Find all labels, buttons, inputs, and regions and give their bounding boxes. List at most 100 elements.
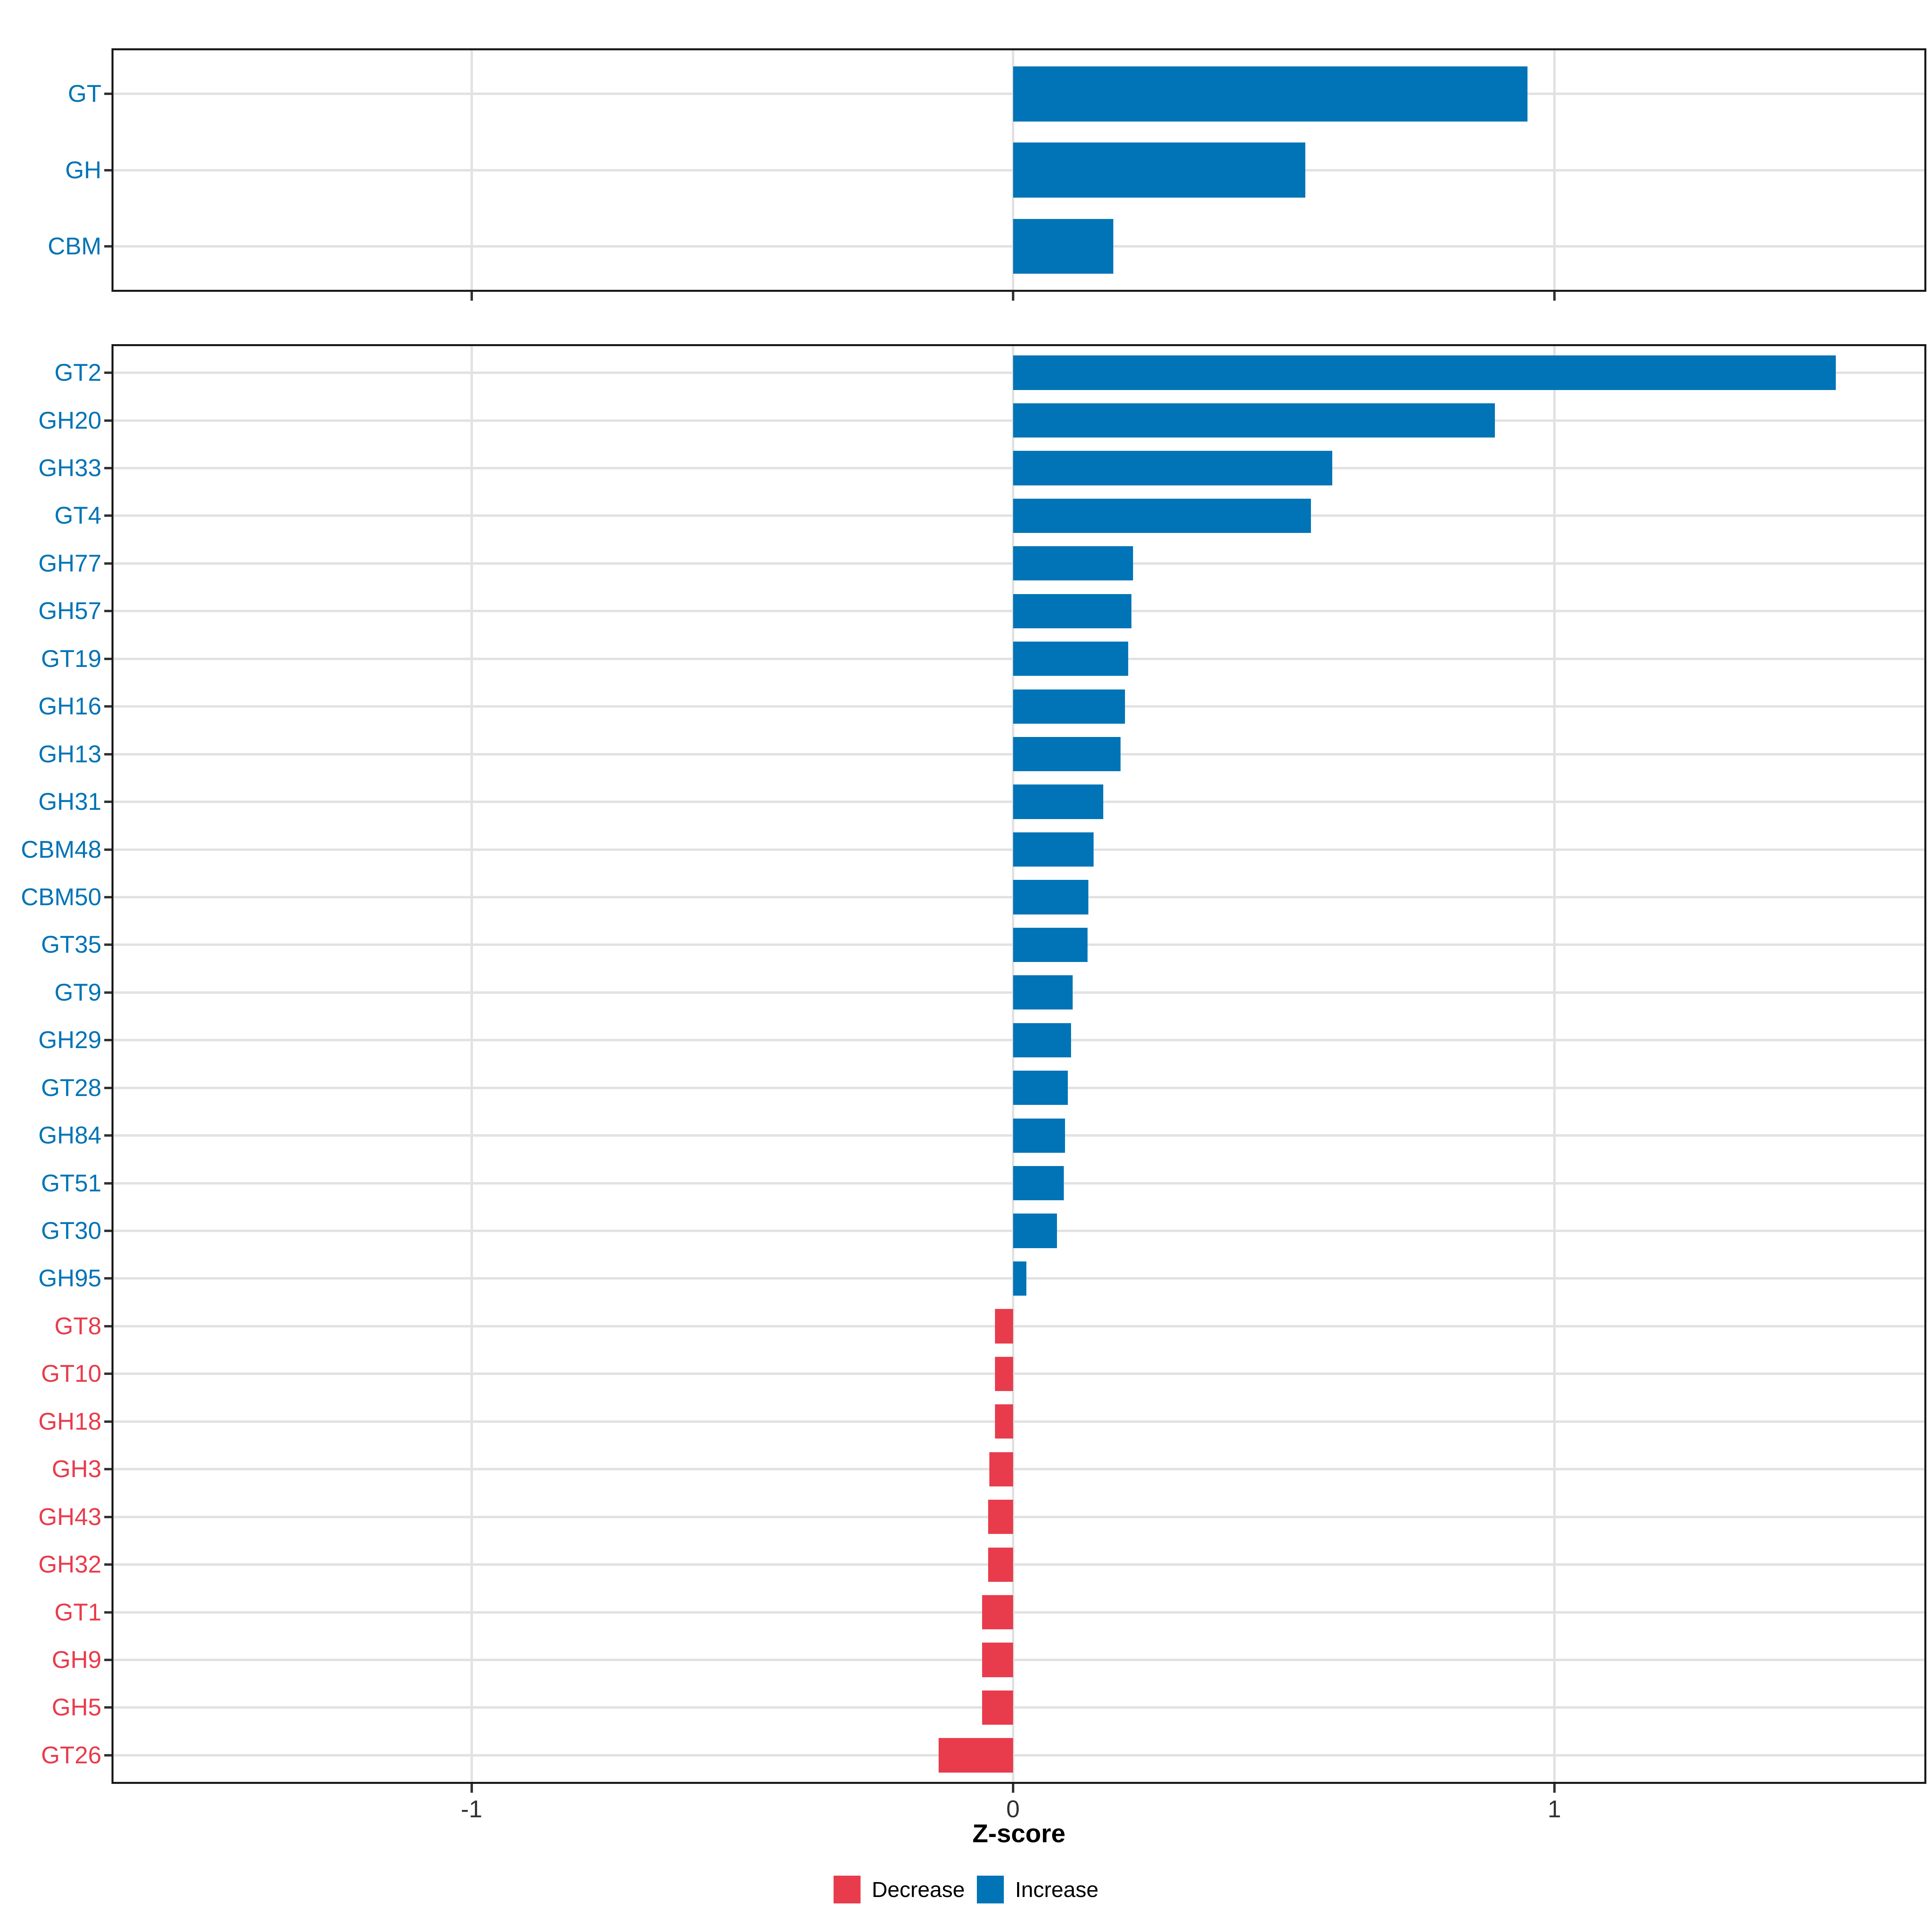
y-tick-label-GT26: GT26: [41, 1741, 101, 1769]
y-tick-mark: [104, 372, 111, 374]
bar-GH57: [1013, 594, 1132, 628]
y-tick-label-CBM48: CBM48: [21, 836, 101, 863]
y-tick-mark: [104, 1754, 111, 1757]
bar-CBM48: [1013, 832, 1094, 867]
y-tick-mark: [104, 1039, 111, 1042]
y-tick-label-GH77: GH77: [38, 549, 101, 577]
y-tick-mark: [104, 991, 111, 994]
x-tick-mark: [470, 292, 473, 301]
y-tick-label-CBM: CBM: [47, 232, 101, 260]
y-tick-label-GT10: GT10: [41, 1360, 101, 1387]
gridline-vertical: [1553, 346, 1556, 1782]
y-tick-label-GT2: GT2: [54, 359, 101, 386]
gridline-vertical: [1011, 346, 1014, 1782]
y-tick-label-GT8: GT8: [54, 1312, 101, 1340]
y-tick-mark: [104, 1134, 111, 1137]
legend-item-decrease: Decrease: [833, 1876, 965, 1903]
y-tick-label-GT: GT: [68, 80, 101, 107]
legend-key-increase-swatch: [976, 1876, 1004, 1903]
y-tick-mark: [104, 1706, 111, 1709]
bar-GT30: [1013, 1214, 1057, 1248]
gridline-vertical: [470, 346, 473, 1782]
y-tick-mark: [104, 1277, 111, 1280]
y-tick-label-GH16: GH16: [38, 693, 101, 720]
y-tick-mark: [104, 753, 111, 755]
bar-GH95: [1013, 1261, 1027, 1296]
top-panel: [111, 48, 1926, 292]
y-tick-label-GT28: GT28: [41, 1074, 101, 1101]
bar-GH29: [1013, 1023, 1071, 1057]
y-tick-mark: [104, 848, 111, 851]
x-tick-label: 0: [1006, 1796, 1020, 1823]
bar-GT8: [995, 1309, 1013, 1344]
bar-GH20: [1013, 403, 1495, 438]
legend: Decrease Increase: [0, 1876, 1932, 1903]
y-tick-mark: [104, 943, 111, 946]
y-tick-mark: [104, 1420, 111, 1423]
y-tick-mark: [104, 1611, 111, 1614]
y-tick-label-GH3: GH3: [52, 1455, 101, 1483]
bar-GT2: [1013, 355, 1836, 390]
bar-GH31: [1013, 784, 1104, 819]
bar-GT: [1013, 66, 1527, 122]
legend-label-increase: Increase: [1015, 1877, 1099, 1902]
bar-GH16: [1013, 689, 1125, 724]
y-tick-label-GH13: GH13: [38, 740, 101, 768]
y-tick-label-GH43: GH43: [38, 1503, 101, 1530]
y-tick-mark: [104, 245, 111, 248]
y-tick-label-GT9: GT9: [54, 978, 101, 1006]
bar-GH: [1013, 142, 1306, 198]
y-tick-label-GH9: GH9: [52, 1646, 101, 1674]
y-tick-label-GT1: GT1: [54, 1598, 101, 1626]
bottom-panel: [111, 344, 1926, 1784]
y-tick-label-GH32: GH32: [38, 1551, 101, 1578]
gridline-horizontal: [114, 1706, 1924, 1709]
bar-GH9: [982, 1643, 1013, 1677]
bar-GH18: [995, 1404, 1013, 1439]
x-tick-label: -1: [460, 1796, 483, 1823]
y-tick-mark: [104, 169, 111, 171]
y-tick-mark: [104, 896, 111, 898]
y-tick-mark: [104, 93, 111, 95]
bar-GT9: [1013, 975, 1073, 1010]
bar-GH77: [1013, 546, 1133, 581]
y-tick-mark: [104, 562, 111, 565]
bar-GT10: [995, 1356, 1013, 1391]
x-tick-mark: [1011, 1784, 1014, 1793]
bar-CBM: [1013, 219, 1113, 274]
gridline-horizontal: [114, 1373, 1924, 1375]
x-axis-title: Z-score: [972, 1819, 1066, 1848]
y-tick-mark: [104, 419, 111, 422]
gridline-horizontal: [114, 1611, 1924, 1614]
y-tick-mark: [104, 1325, 111, 1327]
y-tick-mark: [104, 514, 111, 517]
y-tick-mark: [104, 1468, 111, 1471]
y-tick-mark: [104, 466, 111, 469]
y-tick-label-GH: GH: [65, 156, 101, 184]
gridline-horizontal: [114, 1563, 1924, 1566]
bar-GT1: [982, 1595, 1013, 1630]
y-tick-mark: [104, 1515, 111, 1518]
y-tick-mark: [104, 1659, 111, 1662]
bar-GH13: [1013, 737, 1121, 772]
bar-GT28: [1013, 1071, 1068, 1105]
legend-item-increase: Increase: [976, 1876, 1099, 1903]
gridline-horizontal: [114, 1754, 1924, 1757]
gridline-horizontal: [114, 1515, 1924, 1518]
bar-GT35: [1013, 927, 1088, 962]
bar-GH84: [1013, 1118, 1065, 1153]
y-tick-label-GH20: GH20: [38, 407, 101, 434]
bar-GH43: [988, 1500, 1013, 1534]
x-tick-mark: [1553, 292, 1556, 301]
y-tick-label-GH84: GH84: [38, 1122, 101, 1149]
bar-GT4: [1013, 498, 1311, 533]
y-tick-label-GT51: GT51: [41, 1169, 101, 1197]
y-tick-label-GT4: GT4: [54, 502, 101, 529]
x-tick-mark: [1011, 292, 1014, 301]
y-tick-label-GT30: GT30: [41, 1217, 101, 1245]
x-tick-label: 1: [1548, 1796, 1561, 1823]
y-tick-mark: [104, 801, 111, 803]
gridline-horizontal: [114, 1325, 1924, 1327]
gridline-horizontal: [114, 1659, 1924, 1662]
y-tick-label-CBM50: CBM50: [21, 883, 101, 910]
